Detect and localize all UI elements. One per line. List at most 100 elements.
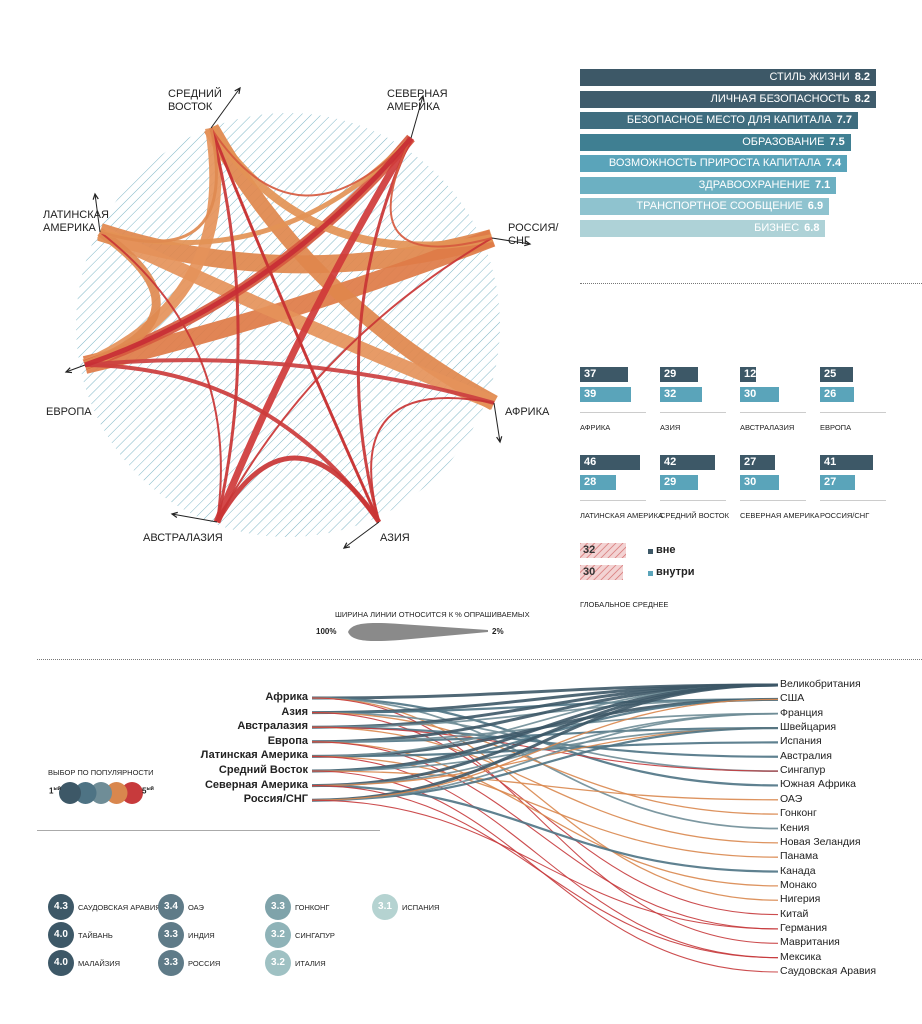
score-country: СИНГАПУР — [295, 931, 335, 940]
arrow-au — [171, 513, 218, 523]
scale-max: 100% — [316, 627, 337, 636]
legend-inside-label: внутри — [656, 566, 695, 578]
inside-bar: 30 — [740, 387, 779, 402]
flow-link — [311, 726, 779, 844]
region-underline — [820, 500, 886, 501]
flow-link — [311, 741, 779, 887]
arrowhead-ru — [524, 240, 532, 247]
legend-outside-label: вне — [656, 544, 676, 556]
factor-label: ОБРАЗОВАНИЕ — [742, 135, 825, 148]
score-country: РОССИЯ — [188, 959, 221, 968]
arrowhead-au — [170, 511, 178, 519]
chord-arrows — [64, 86, 532, 549]
score-country: ОАЭ — [188, 903, 204, 912]
source-region: Азия — [281, 705, 308, 718]
destination-country: Канада — [780, 864, 816, 877]
chord-na-ru — [389, 137, 493, 248]
outside-bar: 37 — [580, 367, 629, 382]
factor-label: ЗДРАВООХРАНЕНИЕ — [698, 178, 810, 191]
destination-country: Гонконг — [780, 807, 817, 820]
factor-label: БИЗНЕС — [754, 221, 800, 234]
destination-country: Мексика — [780, 950, 822, 963]
divider-lower — [37, 830, 380, 831]
destination-country: Саудовская Аравия — [780, 965, 877, 977]
destination-country: Мавритания — [780, 936, 840, 949]
region-name: ЕВРОПА — [820, 423, 852, 432]
flow-link — [311, 697, 779, 901]
source-region: Африка — [265, 691, 308, 703]
rank-dot-3 — [90, 782, 112, 804]
global-inside-value: 30 — [583, 566, 596, 578]
destination-country: Сингапур — [780, 764, 826, 777]
popularity-legend-title: ВЫБОР ПО ПОПУЛЯРНОСТИ — [48, 768, 154, 777]
global-outside-value: 32 — [583, 544, 596, 556]
arrow-af — [493, 402, 501, 443]
rank-dot-2 — [74, 782, 97, 804]
score-badge: 3.3 — [265, 894, 291, 920]
region-underline — [740, 412, 806, 413]
chord-na-au — [213, 136, 414, 524]
scale-min: 2% — [492, 627, 504, 636]
region-name: ЛАТИНСКАЯ АМЕРИКА — [580, 511, 664, 520]
region-underline — [580, 412, 646, 413]
global-outside-bar — [580, 543, 626, 558]
factor-value: 6.9 — [807, 200, 824, 212]
destination-country: Китай — [780, 907, 809, 920]
factor-bar: БЕЗОПАСНОЕ МЕСТО ДЛЯ КАПИТАЛА 7.7 — [580, 112, 858, 129]
region-name: СЕВЕРНАЯ АМЕРИКА — [740, 511, 820, 520]
source-region: Средний Восток — [218, 764, 308, 776]
score-badge: 3.2 — [265, 922, 291, 948]
rank-dot-1 — [59, 782, 81, 804]
section-divider — [37, 659, 922, 660]
destination-country: Великобритания — [780, 678, 861, 690]
region-label-middle-east: СРЕДНИЙ ВОСТОК — [168, 88, 222, 113]
factor-label: ВОЗМОЖНОСТЬ ПРИРОСТА КАПИТАЛА — [608, 157, 821, 169]
destination-country: Панама — [780, 850, 819, 863]
popularity-legend-first: 1ый — [49, 786, 61, 796]
chord-eu-ru — [82, 229, 496, 374]
outside-bar: 12 — [740, 367, 756, 382]
source-region: Европа — [267, 734, 308, 747]
score-country: МАЛАЙЗИЯ — [78, 959, 121, 968]
global-inside-bar — [580, 565, 623, 580]
chord-as-af — [370, 397, 495, 523]
destination-country: Южная Африка — [780, 778, 857, 791]
factor-label: СТИЛЬ ЖИЗНИ — [769, 71, 850, 83]
outside-bar: 29 — [660, 367, 698, 382]
score-country: САУДОВСКАЯ АРАВИЯ — [78, 903, 161, 912]
region-name: СРЕДНИЙ ВОСТОК — [660, 511, 729, 520]
factor-bar: ВОЗМОЖНОСТЬ ПРИРОСТА КАПИТАЛА 7.4 — [580, 155, 848, 172]
arrowhead-af — [496, 436, 503, 444]
score-country: ТАЙВАНЬ — [78, 931, 113, 940]
flow-link — [311, 770, 779, 973]
factor-bar: ЛИЧНАЯ БЕЗОПАСНОСТЬ 8.2 — [580, 90, 876, 108]
destination-country: ОАЭ — [780, 792, 803, 805]
region-name: АФРИКА — [580, 423, 611, 432]
chord-flows — [82, 124, 498, 524]
chord-eu-af — [84, 358, 495, 405]
region-name: АЗИЯ — [660, 423, 681, 432]
factor-value: 7.1 — [814, 178, 831, 191]
destination-country: Кения — [780, 821, 810, 834]
flow-link — [311, 698, 779, 801]
factor-value: 7.5 — [829, 135, 845, 148]
destination-country: Австралия — [780, 749, 832, 762]
arrow-la — [94, 193, 101, 233]
flow-link — [311, 712, 779, 802]
arrowhead-la — [92, 192, 99, 200]
factor-label: БЕЗОПАСНОЕ МЕСТО ДЛЯ КАПИТАЛА — [626, 114, 832, 126]
score-country: ИСПАНИЯ — [402, 903, 440, 912]
score-badge: 3.3 — [158, 922, 184, 948]
outside-bar: 41 — [820, 455, 874, 470]
flow-link — [311, 785, 779, 959]
arrow-na — [410, 95, 424, 139]
hatched-background — [76, 113, 500, 537]
source-region: Австралазия — [237, 720, 308, 733]
factor-label: ТРАНСПОРТНОЕ СООБЩЕНИЕ — [636, 200, 803, 212]
inside-bar: 29 — [660, 475, 698, 490]
destination-country: Франция — [780, 706, 824, 719]
region-name: РОССИЯ/СНГ — [820, 511, 870, 520]
chord-la-af — [97, 225, 497, 410]
arrowhead-na — [418, 94, 425, 103]
